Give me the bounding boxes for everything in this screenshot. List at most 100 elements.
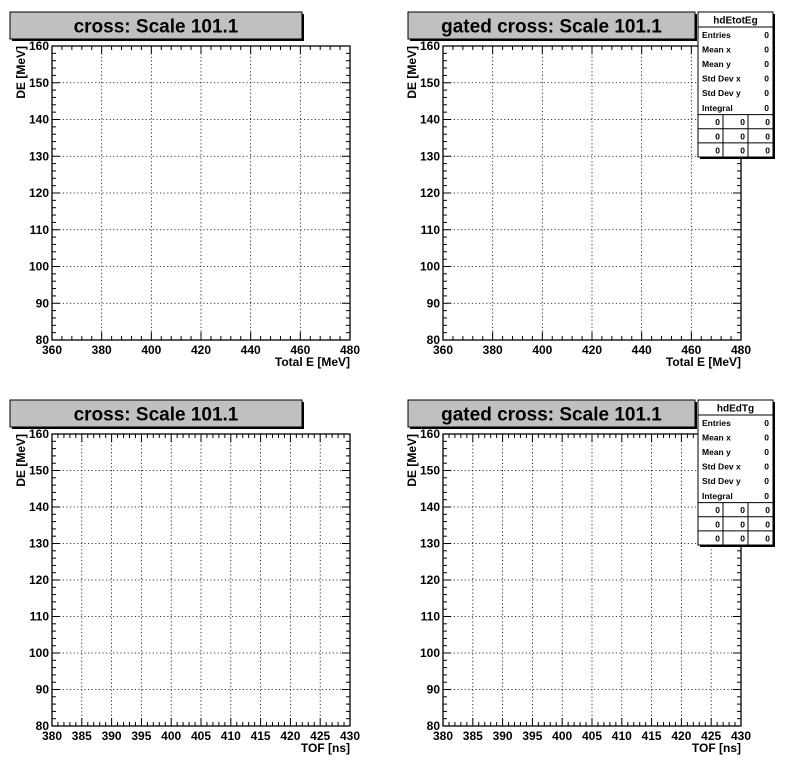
stats-grid-cell: 0 [715, 117, 720, 127]
x-tick-label: 410 [612, 729, 632, 743]
chart-title: gated cross: Scale 101.1 [441, 405, 662, 426]
x-tick-label: 360 [42, 343, 62, 357]
x-tick-label: 405 [191, 729, 211, 743]
y-tick-label: 140 [420, 113, 440, 127]
y-tick-label: 120 [420, 573, 440, 587]
x-tick-label: 390 [493, 729, 513, 743]
x-tick-label: 440 [632, 343, 652, 357]
chart-title: gated cross: Scale 101.1 [441, 17, 662, 38]
stats-row-value: 0 [764, 491, 769, 501]
y-tick-label: 100 [29, 646, 49, 660]
title-box [9, 11, 303, 40]
x-tick-label: 460 [681, 343, 701, 357]
x-tick-label: 415 [251, 729, 271, 743]
x-tick-label: 480 [340, 343, 360, 357]
stats-box-frame [697, 399, 774, 546]
plot-area [52, 434, 350, 726]
x-tick-label: 480 [731, 343, 751, 357]
y-tick-label: 110 [421, 610, 441, 624]
x-tick-label: 395 [522, 729, 542, 743]
y-axis-label: DE [MeV] [14, 434, 28, 487]
x-tick-label: 400 [532, 343, 552, 357]
y-tick-label: 140 [29, 113, 49, 127]
y-tick-label: 130 [420, 149, 440, 163]
y-tick-label: 90 [36, 683, 50, 697]
y-tick-label: 80 [36, 333, 50, 347]
plot-frame [442, 45, 742, 341]
stats-grid-cell: 0 [740, 117, 745, 127]
y-tick-label: 160 [420, 427, 440, 441]
y-tick-label: 90 [36, 296, 50, 310]
stats-grid-cell: 0 [715, 533, 720, 543]
stats-row-label: Mean y [702, 59, 731, 69]
x-tick-label: 425 [310, 729, 330, 743]
y-tick-label: 120 [29, 573, 49, 587]
stats-grid-cell: 0 [715, 145, 720, 155]
x-tick-label: 430 [731, 729, 751, 743]
y-tick-label: 100 [420, 646, 440, 660]
stats-row-value: 0 [764, 432, 769, 442]
y-tick-label: 140 [29, 500, 49, 514]
y-tick-label: 110 [421, 223, 441, 237]
stats-grid-cell: 0 [740, 131, 745, 141]
chart-panel-3: 380 385 390 395 400 405 410 415 420 425 430 80 90 100… [9, 399, 360, 755]
x-tick-label: 430 [340, 729, 360, 743]
x-axis-label: TOF [ns] [301, 741, 350, 755]
x-axis-label: Total E [MeV] [275, 355, 350, 369]
stats-row-value: 0 [764, 447, 769, 457]
stats-row-value: 0 [764, 30, 769, 40]
stats-row-label: Integral [702, 103, 733, 113]
stats-box: hdEdTg Entries 0 Mean x 0 Mean y 0 Std Dev x 0 St… [697, 399, 775, 547]
chart-title: cross: Scale 101.1 [74, 405, 239, 426]
title-box [407, 399, 696, 428]
y-tick-label: 120 [420, 186, 440, 200]
stats-row-value: 0 [764, 59, 769, 69]
x-tick-label: 385 [463, 729, 483, 743]
plot-frame [442, 433, 742, 727]
stats-row-label: Mean y [702, 447, 731, 457]
y-tick-label: 110 [30, 610, 50, 624]
stats-grid-cell: 0 [740, 519, 745, 529]
stats-grid-cell: 0 [715, 505, 720, 515]
stats-row-label: Mean x [702, 44, 731, 54]
x-axis-label: TOF [ns] [692, 741, 741, 755]
x-tick-label: 440 [241, 343, 261, 357]
y-tick-label: 160 [29, 427, 49, 441]
title-box [9, 399, 303, 428]
y-tick-label: 150 [29, 464, 49, 478]
stats-row-label: Entries [702, 30, 731, 40]
x-tick-label: 415 [642, 729, 662, 743]
x-tick-label: 380 [42, 729, 62, 743]
y-tick-label: 150 [420, 76, 440, 90]
y-tick-label: 150 [420, 464, 440, 478]
y-tick-label: 90 [427, 296, 441, 310]
y-axis-label: DE [MeV] [405, 46, 419, 99]
x-tick-label: 420 [280, 729, 300, 743]
stats-row-label: Std Dev x [702, 74, 741, 84]
x-tick-label: 385 [72, 729, 92, 743]
y-tick-label: 160 [420, 39, 440, 53]
stats-row-label: Integral [702, 491, 733, 501]
stats-row-label: Std Dev x [702, 462, 741, 472]
stats-grid-cell: 0 [765, 533, 770, 543]
x-tick-label: 425 [701, 729, 721, 743]
stats-row-value: 0 [764, 44, 769, 54]
y-tick-label: 80 [427, 719, 441, 733]
x-tick-label: 380 [433, 729, 453, 743]
stats-row-value: 0 [764, 462, 769, 472]
y-tick-label: 150 [29, 76, 49, 90]
title-box [407, 11, 696, 40]
x-tick-label: 420 [582, 343, 602, 357]
stats-row-value: 0 [764, 88, 769, 98]
chart-panel-2: 360 380 400 420 440 460 480 80 90 100 110 120 130 140… [405, 11, 775, 369]
x-tick-label: 460 [290, 343, 310, 357]
stats-name: hdEdTg [717, 404, 754, 415]
y-tick-label: 140 [420, 500, 440, 514]
chart-panel-1: 360 380 400 420 440 460 480 80 90 100 110 120 130 140… [9, 11, 360, 369]
stats-grid-cell: 0 [765, 505, 770, 515]
plot-frame [51, 45, 351, 341]
stats-grid-cell: 0 [765, 145, 770, 155]
stats-grid-cell: 0 [715, 519, 720, 529]
stats-box: hdEtotEg Entries 0 Mean x 0 Mean y 0 Std Dev x 0… [697, 11, 775, 159]
y-tick-label: 130 [29, 537, 49, 551]
